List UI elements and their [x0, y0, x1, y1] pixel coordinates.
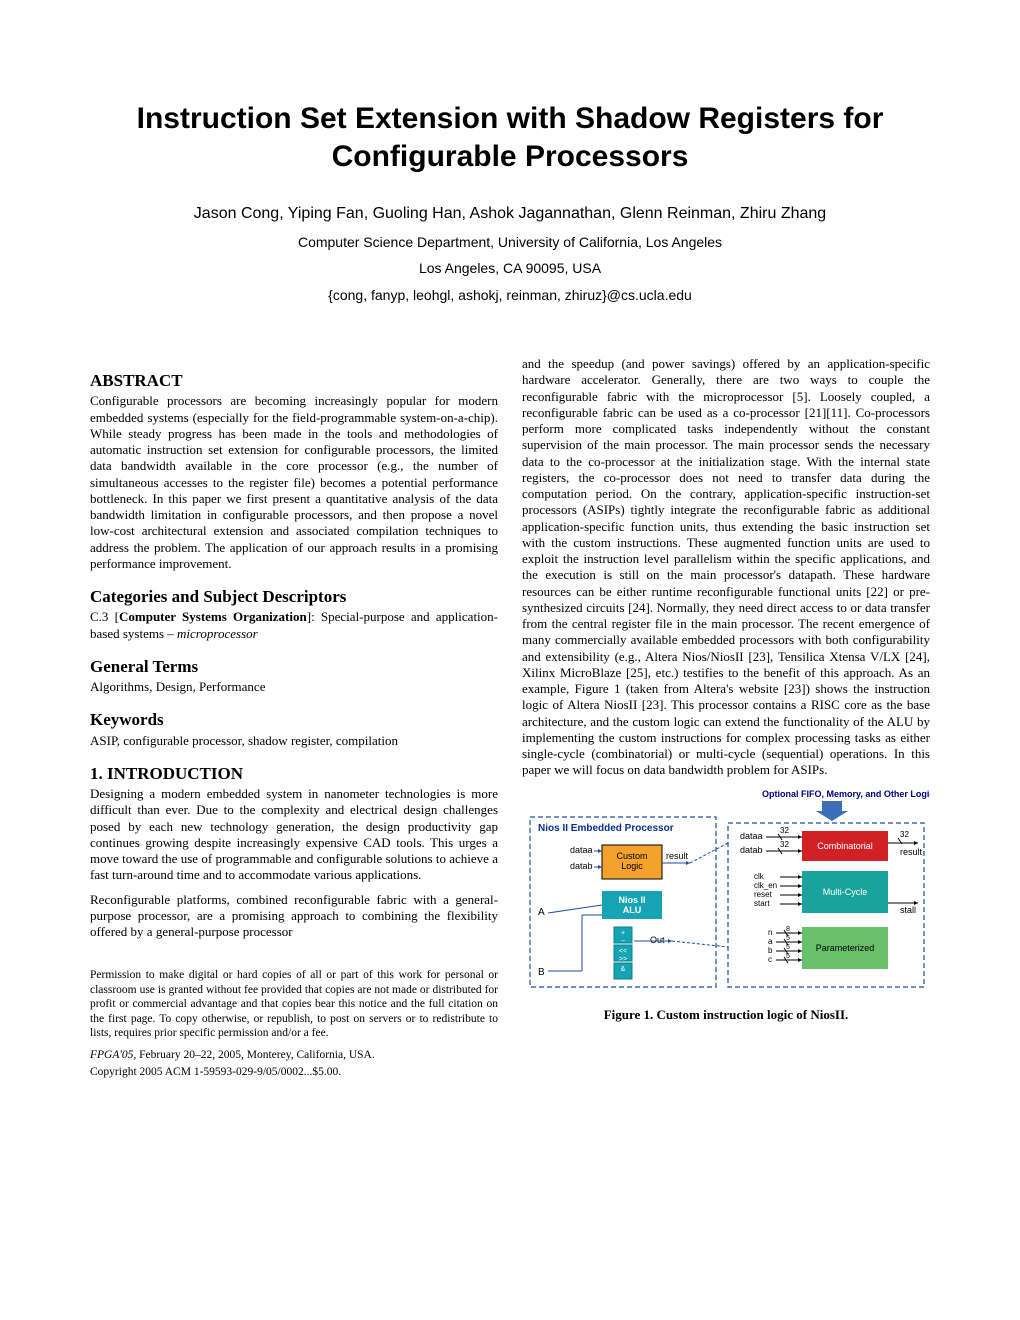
svg-text:−: − [621, 938, 625, 945]
svg-text:clk_en: clk_en [754, 881, 777, 890]
svg-text:+: + [621, 930, 625, 937]
svg-text:n: n [768, 928, 772, 937]
affiliation-addr: Los Angeles, CA 90095, USA [90, 257, 930, 279]
cats-prefix: C.3 [ [90, 609, 119, 624]
abstract-heading: ABSTRACT [90, 370, 498, 391]
svg-text:Multi-Cycle: Multi-Cycle [823, 887, 868, 897]
svg-text:5: 5 [786, 935, 790, 942]
conference-line: FPGA'05, February 20–22, 2005, Monterey,… [90, 1048, 498, 1062]
svg-text:Nios II: Nios II [618, 895, 645, 905]
page: Instruction Set Extension with Shadow Re… [0, 0, 1020, 1320]
svg-text:Optional FIFO, Memory, and Oth: Optional FIFO, Memory, and Other Logic [762, 789, 930, 799]
svg-text:stall: stall [900, 905, 916, 915]
intro-para-2: Reconfigurable platforms, combined recon… [90, 892, 498, 941]
general-terms-body: Algorithms, Design, Performance [90, 679, 498, 695]
authors: Jason Cong, Yiping Fan, Guoling Han, Ash… [90, 205, 930, 223]
cats-italic: microprocessor [177, 626, 258, 641]
right-column: and the speedup (and power savings) offe… [522, 356, 930, 1087]
keywords-heading: Keywords [90, 709, 498, 730]
affiliation-email: {cong, fanyp, leohgl, ashokj, reinman, z… [90, 284, 930, 306]
svg-text:Nios II Embedded Processor: Nios II Embedded Processor [538, 823, 674, 834]
svg-text:reset: reset [754, 890, 773, 899]
figure-1: Optional FIFO, Memory, and Other Logic Ni… [522, 787, 930, 1024]
two-column-body: ABSTRACT Configurable processors are bec… [90, 356, 930, 1087]
abstract-body: Configurable processors are becoming inc… [90, 393, 498, 572]
svg-text:result: result [666, 851, 689, 861]
svg-text:Custom: Custom [616, 851, 647, 861]
conference-rest: February 20–22, 2005, Monterey, Californ… [136, 1049, 374, 1061]
svg-text:32: 32 [900, 830, 909, 839]
categories-heading: Categories and Subject Descriptors [90, 586, 498, 607]
svg-text:clk: clk [754, 872, 765, 881]
svg-text:Out: Out [650, 935, 665, 945]
svg-text:5: 5 [786, 944, 790, 951]
svg-text:32: 32 [780, 840, 789, 849]
cats-bold: Computer Systems Organization [119, 609, 307, 624]
svg-text:>>: >> [619, 956, 627, 963]
figure-1-svg: Optional FIFO, Memory, and Other Logic Ni… [522, 787, 930, 997]
svg-text:Combinatorial: Combinatorial [817, 841, 873, 851]
affiliation-dept: Computer Science Department, University … [90, 231, 930, 253]
keywords-body: ASIP, configurable processor, shadow reg… [90, 733, 498, 749]
paper-title: Instruction Set Extension with Shadow Re… [90, 100, 930, 175]
intro-para-1: Designing a modern embedded system in na… [90, 786, 498, 884]
svg-text:A: A [538, 907, 545, 918]
svg-text:result: result [900, 847, 923, 857]
svg-text:datab: datab [570, 861, 593, 871]
svg-text:B: B [538, 967, 545, 978]
svg-text:<<: << [619, 948, 627, 955]
categories-body: C.3 [Computer Systems Organization]: Spe… [90, 609, 498, 642]
conference-italic: FPGA'05, [90, 1049, 136, 1061]
svg-text:&: & [621, 966, 626, 973]
svg-text:dataa: dataa [740, 831, 763, 841]
svg-text:5: 5 [786, 953, 790, 960]
svg-text:start: start [754, 899, 770, 908]
svg-text:c: c [768, 955, 772, 964]
permission-block: Permission to make digital or hard copie… [90, 968, 498, 1040]
copyright-line: Copyright 2005 ACM 1-59593-029-9/05/0002… [90, 1065, 498, 1079]
svg-text:8: 8 [786, 926, 790, 933]
left-column: ABSTRACT Configurable processors are bec… [90, 356, 498, 1087]
svg-text:datab: datab [740, 845, 763, 855]
general-terms-heading: General Terms [90, 656, 498, 677]
svg-text:Parameterized: Parameterized [816, 943, 875, 953]
svg-text:Logic: Logic [621, 861, 643, 871]
svg-text:ALU: ALU [623, 905, 642, 915]
svg-text:32: 32 [780, 826, 789, 835]
figure-1-caption: Figure 1. Custom instruction logic of Ni… [522, 1007, 930, 1023]
introduction-heading: 1. INTRODUCTION [90, 763, 498, 784]
right-para-1: and the speedup (and power savings) offe… [522, 356, 930, 779]
svg-text:a: a [768, 937, 773, 946]
svg-text:b: b [768, 946, 773, 955]
svg-text:dataa: dataa [570, 845, 593, 855]
